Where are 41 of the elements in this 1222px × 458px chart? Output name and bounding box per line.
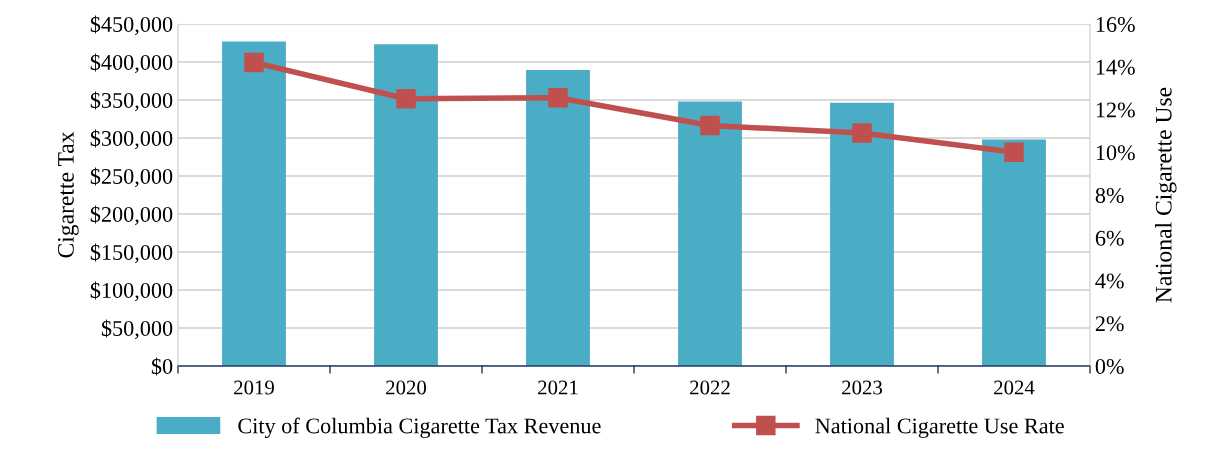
point — [700, 115, 720, 136]
bar — [222, 41, 286, 366]
y-tick-label: $100,000 — [90, 281, 173, 302]
y-tick-label: $350,000 — [90, 91, 173, 112]
legend-label: National Cigarette Use Rate — [815, 417, 1064, 438]
y2-tick-label: 16% — [1096, 16, 1135, 32]
y2-axis-title: National Cigarette Use — [1155, 87, 1177, 303]
y-tick-label: $400,000 — [90, 53, 173, 74]
x-tick-label: 2021 — [538, 380, 578, 395]
y-tick-label: $50,000 — [101, 319, 173, 340]
y-axis-title: Cigarette Tax — [57, 131, 79, 258]
y-tick-label: $300,000 — [90, 129, 173, 150]
y-tick-label: $250,000 — [90, 167, 173, 188]
y2-tick-label: 6% — [1095, 230, 1124, 246]
y2-tick-label: 0% — [1095, 358, 1124, 374]
y-tick-label: $0 — [151, 357, 173, 376]
y2-tick-label: 10% — [1096, 145, 1135, 161]
y2-tick-label: 2% — [1095, 316, 1124, 332]
y2-tick-label: 14% — [1096, 59, 1135, 75]
x-tick-label: 2020 — [386, 380, 427, 395]
y-tick-label: $450,000 — [90, 15, 173, 36]
bar — [678, 101, 742, 366]
y-tick-label: $150,000 — [90, 243, 173, 264]
bar — [374, 44, 438, 366]
point — [1004, 142, 1024, 162]
point — [396, 89, 416, 109]
x-tick-label: 2024 — [994, 380, 1035, 395]
y2-tick-label: 8% — [1095, 187, 1124, 203]
bar — [982, 139, 1046, 366]
bar — [830, 102, 894, 366]
legend-label: City of Columbia Cigarette Tax Revenue — [238, 417, 601, 438]
point — [244, 52, 264, 73]
y-tick-label: $200,000 — [90, 205, 173, 226]
y2-tick-label: 4% — [1095, 273, 1124, 289]
x-tick-label: 2022 — [690, 380, 730, 395]
bar — [526, 69, 590, 366]
x-tick-label: 2019 — [234, 380, 274, 395]
point — [852, 123, 872, 143]
y2-tick-label: 12% — [1096, 102, 1135, 118]
x-tick-label: 2023 — [842, 380, 883, 395]
point — [548, 88, 568, 108]
